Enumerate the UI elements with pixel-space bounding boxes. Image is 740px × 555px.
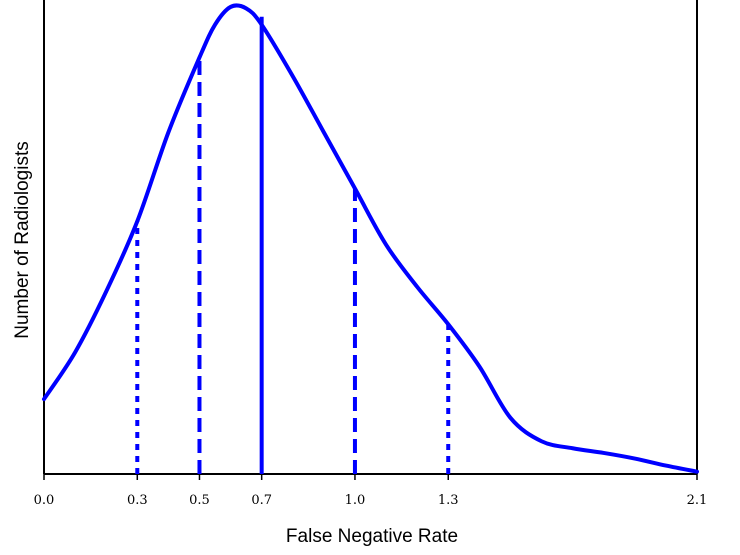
x-tick-label: 0.5 — [189, 493, 210, 508]
x-axis-title: False Negative Rate — [286, 526, 458, 547]
x-tick-group: 0.0 0.3 0.5 0.7 1.0 1.3 2.1 — [34, 474, 708, 508]
x-tick-label: 1.3 — [438, 493, 459, 508]
x-tick-label: 2.1 — [687, 493, 708, 508]
x-tick-label: 0.7 — [251, 493, 272, 508]
x-tick-label: 0.3 — [127, 493, 148, 508]
x-tick-label: 1.0 — [345, 493, 366, 508]
density-curve — [42, 3, 699, 474]
x-tick-label: 0.0 — [34, 493, 55, 508]
plot-area — [42, 0, 699, 475]
y-axis-title: Number of Radiologists — [12, 141, 33, 338]
